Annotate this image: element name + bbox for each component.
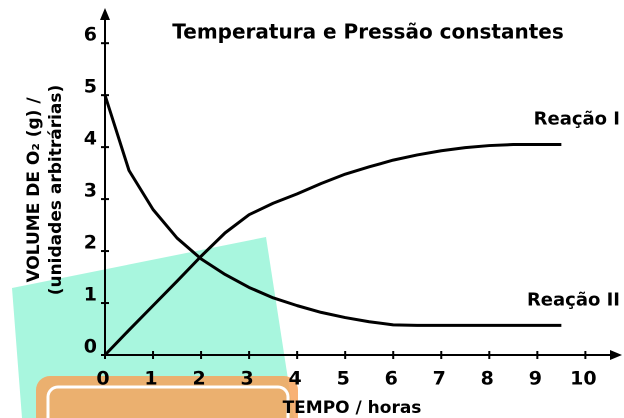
line: [103, 143, 562, 357]
x-tick-label: 9: [529, 368, 542, 390]
x-tick-label: 7: [433, 368, 446, 390]
y-tick-label: 1: [84, 284, 97, 306]
overlay-shape: [12, 237, 294, 418]
overlay-box: [36, 376, 298, 418]
series-label: Reação I: [534, 109, 620, 130]
y-tick-label: 5: [84, 76, 97, 98]
y-tick-label: 3: [84, 180, 97, 202]
x-tick-label: 6: [385, 368, 398, 390]
y-tick-label: 6: [84, 24, 97, 46]
x-tick-label: 5: [337, 368, 350, 390]
y-axis-arrow: [100, 8, 110, 20]
y-axis-label: VOLUME DE O₂ (g) / (unidades arbitrárias…: [24, 85, 66, 296]
x-tick-label: 8: [481, 368, 494, 390]
y-axis-label-line: VOLUME DE O₂ (g) /: [24, 97, 44, 283]
x-tick-label: 0: [96, 368, 109, 390]
overlay-box-border: [46, 385, 290, 418]
chart-title: Temperatura e Pressão constantes: [172, 20, 563, 44]
x-tick-label: 2: [192, 368, 205, 390]
y-axis-label-line: (unidades arbitrárias): [46, 85, 66, 296]
x-tick-label: 3: [240, 368, 253, 390]
y-tick-label: 4: [84, 128, 97, 150]
series-label: Reação II: [527, 289, 620, 310]
x-tick-label: 1: [144, 368, 157, 390]
x-tick-label: 4: [289, 368, 302, 390]
y-tick-label: 0: [84, 336, 97, 358]
x-axis-arrow: [610, 350, 622, 360]
y-tick-label: 2: [84, 232, 97, 254]
line: [103, 94, 562, 327]
x-axis-label: TEMPO / horas: [283, 398, 422, 418]
x-tick-label: 10: [570, 368, 596, 390]
